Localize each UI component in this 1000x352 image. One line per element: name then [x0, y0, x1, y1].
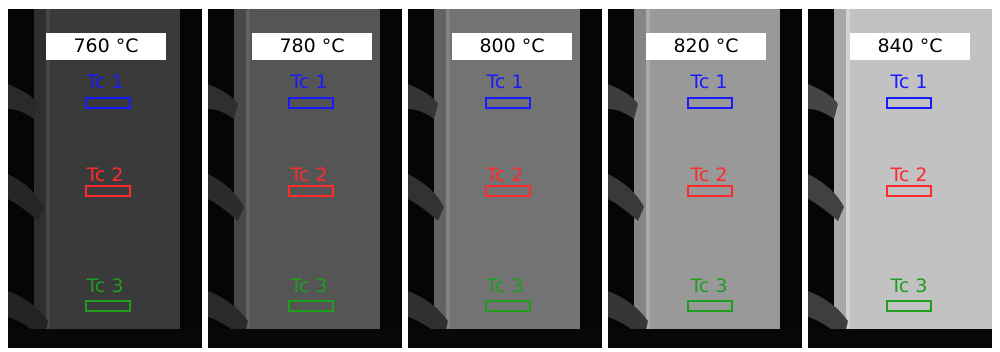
tc2-label: Tc 2 [890, 164, 928, 186]
panel-840: 840 °C Tc 1 Tc 2 Tc 3 [808, 9, 992, 348]
tc3-marker [485, 300, 531, 312]
tc1-label: Tc 1 [890, 71, 928, 93]
specimen-image [208, 9, 402, 348]
panel-800: 800 °C Tc 1 Tc 2 Tc 3 [408, 9, 602, 348]
specimen-surface [634, 9, 780, 348]
tc3-label: Tc 3 [690, 275, 728, 297]
tc2-marker [886, 185, 932, 197]
tc3-label: Tc 3 [290, 275, 328, 297]
specimen-surface [834, 9, 992, 348]
tc1-marker [85, 97, 131, 109]
tc3-label: Tc 3 [486, 275, 524, 297]
temperature-label: 840 °C [850, 33, 970, 60]
specimen-image [8, 9, 202, 348]
temperature-label: 780 °C [252, 33, 372, 60]
tc2-marker [687, 185, 733, 197]
tc1-label: Tc 1 [290, 71, 328, 93]
tc3-marker [886, 300, 932, 312]
tc3-marker [687, 300, 733, 312]
tc3-label: Tc 3 [890, 275, 928, 297]
specimen-surface [34, 9, 180, 348]
tc2-label: Tc 2 [290, 164, 328, 186]
panel-820: 820 °C Tc 1 Tc 2 Tc 3 [608, 9, 802, 348]
tc3-label: Tc 3 [86, 275, 124, 297]
tc2-label: Tc 2 [690, 164, 728, 186]
specimen-image [608, 9, 802, 348]
temperature-label: 800 °C [452, 33, 572, 60]
panel-760: 760 °C Tc 1 Tc 2 Tc 3 [8, 9, 202, 348]
tc2-label: Tc 2 [86, 164, 124, 186]
tc1-label: Tc 1 [86, 71, 124, 93]
tc1-label: Tc 1 [486, 71, 524, 93]
panel-780: 780 °C Tc 1 Tc 2 Tc 3 [208, 9, 402, 348]
tc1-marker [288, 97, 334, 109]
specimen-surface [234, 9, 380, 348]
temperature-label: 820 °C [646, 33, 766, 60]
tc1-marker [886, 97, 932, 109]
specimen-image [808, 9, 992, 348]
tc1-marker [687, 97, 733, 109]
specimen-surface [434, 9, 580, 348]
tc3-marker [85, 300, 131, 312]
tc2-label: Tc 2 [486, 164, 524, 186]
tc1-label: Tc 1 [690, 71, 728, 93]
tc2-marker [288, 185, 334, 197]
tc3-marker [288, 300, 334, 312]
temperature-label: 760 °C [46, 33, 166, 60]
specimen-image [408, 9, 602, 348]
tc1-marker [485, 97, 531, 109]
tc2-marker [485, 185, 531, 197]
tc2-marker [85, 185, 131, 197]
